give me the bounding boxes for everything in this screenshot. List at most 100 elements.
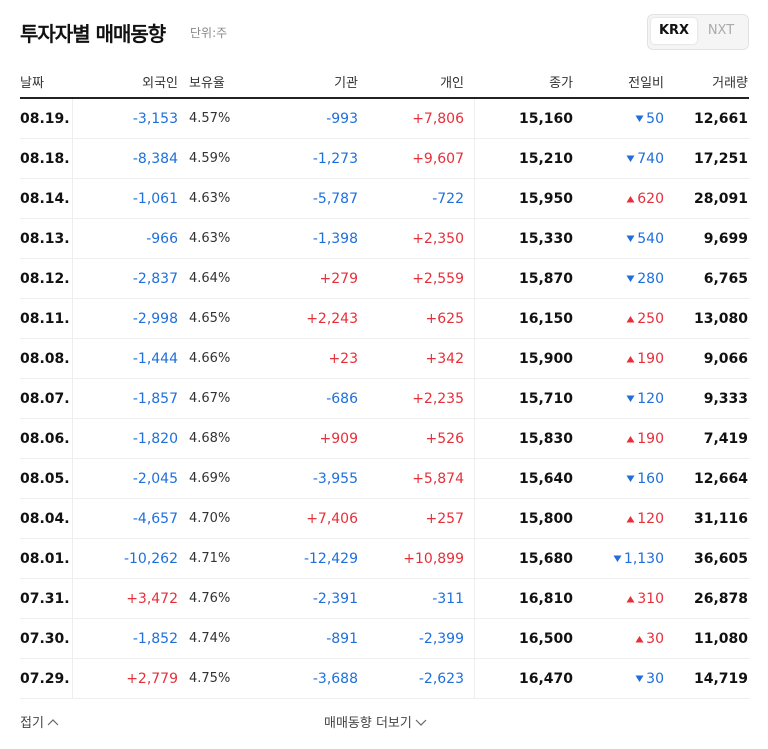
cell-value: 15,680: [518, 551, 573, 567]
cell-value: 15,210: [518, 151, 573, 167]
cell-value: +342: [425, 351, 464, 367]
change-value: 540: [637, 231, 664, 247]
change-value: 310: [637, 591, 664, 607]
change-cell: 620: [626, 179, 664, 219]
cell-value: -722: [432, 191, 464, 207]
change-cell: 190: [626, 419, 664, 459]
cell-value: -1,398: [312, 231, 358, 247]
column-header: 외국인: [142, 76, 178, 91]
chevron-down: [415, 719, 427, 726]
column-header: 개인: [440, 76, 464, 91]
cell-value: -2,837: [132, 271, 178, 287]
cell-value: 15,160: [518, 111, 573, 127]
arrow-up: [626, 316, 635, 323]
cell-value: 16,500: [518, 631, 573, 647]
cell-value: -311: [432, 591, 464, 607]
cell-value: 4.63%: [189, 231, 231, 246]
date: 07.30.: [20, 631, 70, 647]
cell-value: 16,810: [518, 591, 573, 607]
change-value: 250: [637, 311, 664, 327]
cell-value: -1,444: [132, 351, 178, 367]
cell-value: 15,800: [518, 511, 573, 527]
cell-value: +2,350: [412, 231, 464, 247]
cell-value: +5,874: [412, 471, 464, 487]
tab[interactable]: KRX: [651, 18, 697, 44]
date: 08.11.: [20, 311, 70, 327]
cell-value: 17,251: [693, 151, 748, 167]
cell-value: 4.68%: [189, 431, 231, 446]
cell-value: 9,333: [703, 391, 748, 407]
change-cell: 50: [635, 99, 664, 139]
change-cell: 160: [626, 459, 664, 499]
arrow-down: [626, 235, 635, 242]
cell-value: 7,419: [703, 431, 748, 447]
cell-value: 13,080: [693, 311, 748, 327]
cell-value: -1,820: [132, 431, 178, 447]
cell-value: -2,998: [132, 311, 178, 327]
change-cell: 30: [635, 659, 664, 699]
row-divider: [20, 538, 749, 539]
cell-value: 9,066: [703, 351, 748, 367]
cell-value: 15,640: [518, 471, 573, 487]
row-divider: [20, 138, 749, 139]
arrow-down: [613, 555, 622, 562]
arrow-up: [626, 356, 635, 363]
row-divider: [20, 298, 749, 299]
cell-value: -993: [326, 111, 358, 127]
cell-value: -2,399: [418, 631, 464, 647]
cell-value: 31,116: [693, 511, 748, 527]
more-button[interactable]: 매매동향 더보기: [324, 712, 428, 731]
cell-value: -3,153: [132, 111, 178, 127]
date: 08.18.: [20, 151, 70, 167]
cell-value: +2,235: [412, 391, 464, 407]
change-cell: 1,130: [613, 539, 664, 579]
cell-value: -2,391: [312, 591, 358, 607]
cell-value: 15,830: [518, 431, 573, 447]
cell-value: -2,623: [418, 671, 464, 687]
cell-value: +526: [425, 431, 464, 447]
change-value: 190: [637, 431, 664, 447]
column-header: 보유율: [189, 76, 225, 91]
tab[interactable]: NXT: [707, 23, 735, 38]
cell-value: 4.76%: [189, 591, 231, 606]
cell-value: +23: [328, 351, 358, 367]
change-value: 120: [637, 511, 664, 527]
change-value: 30: [646, 631, 664, 647]
row-divider: [20, 178, 749, 179]
cell-value: 6,765: [703, 271, 748, 287]
date: 08.12.: [20, 271, 70, 287]
column-header: 기관: [334, 76, 358, 91]
cell-value: +7,806: [412, 111, 464, 127]
cell-value: +257: [425, 511, 464, 527]
cell-value: 15,870: [518, 271, 573, 287]
chevron-up: [47, 719, 59, 726]
date: 08.05.: [20, 471, 70, 487]
change-cell: 190: [626, 339, 664, 379]
cell-value: +909: [319, 431, 358, 447]
date: 08.06.: [20, 431, 70, 447]
more-label: 매매동향 더보기: [324, 716, 412, 731]
collapse-button[interactable]: 접기: [20, 712, 60, 731]
cell-value: -891: [326, 631, 358, 647]
date: 07.29.: [20, 671, 70, 687]
change-cell: 120: [626, 379, 664, 419]
cell-value: 4.69%: [189, 471, 231, 486]
cell-value: 4.70%: [189, 511, 231, 526]
cell-value: 16,470: [518, 671, 573, 687]
header-rule: [20, 97, 749, 99]
change-value: 280: [637, 271, 664, 287]
cell-value: 12,664: [693, 471, 748, 487]
change-cell: 740: [626, 139, 664, 179]
cell-value: +2,243: [306, 311, 358, 327]
column-divider: [474, 99, 475, 699]
cell-value: +9,607: [412, 151, 464, 167]
cell-value: +2,779: [126, 671, 178, 687]
cell-value: +2,559: [412, 271, 464, 287]
change-value: 30: [646, 671, 664, 687]
column-header: 날짜: [20, 76, 44, 91]
column-header: 거래량: [712, 76, 748, 91]
cell-value: 15,900: [518, 351, 573, 367]
change-cell: 540: [626, 219, 664, 259]
cell-value: 4.75%: [189, 671, 231, 686]
